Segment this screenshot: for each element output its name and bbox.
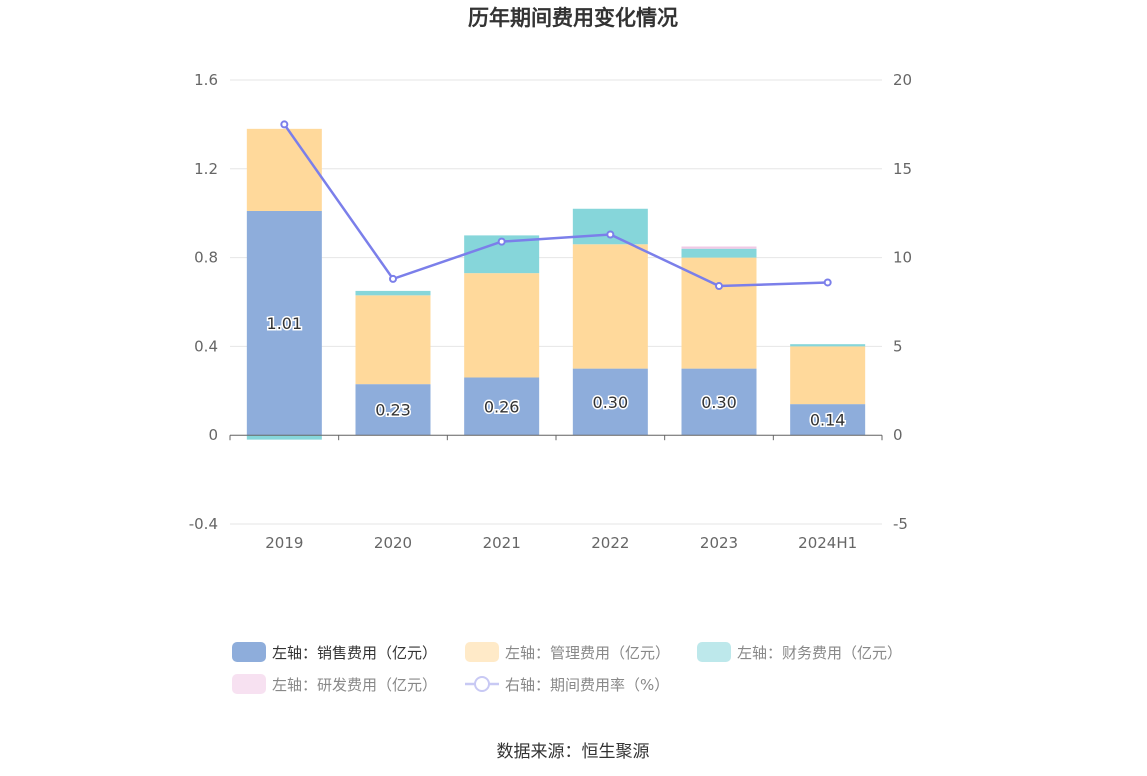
bar-segment (355, 295, 431, 385)
bar-segment (681, 368, 757, 436)
right-tick-label: 15 (893, 160, 912, 178)
bar-value-label: 0.30 (701, 393, 737, 412)
data-source: 数据来源：恒生聚源 (497, 742, 650, 762)
x-tick-label: 2021 (483, 534, 521, 552)
legend-label: 左轴：财务费用（亿元） (737, 644, 902, 662)
legend-label: 左轴：研发费用（亿元） (272, 676, 437, 694)
bar-segment (681, 257, 757, 369)
x-tick-label: 2024H1 (798, 534, 857, 552)
legend-swatch (232, 642, 266, 662)
bar-segment (355, 384, 431, 436)
right-tick-label: 20 (893, 71, 912, 89)
bar-segment (246, 128, 322, 211)
left-axis-ticks: 1.6 1.2 0.8 0.4 0 -0.4 (189, 71, 218, 533)
expense-rate-point (280, 120, 289, 129)
legend-label: 左轴：销售费用（亿元） (272, 644, 437, 662)
right-axis-ticks: 20 15 10 5 0 -5 (893, 71, 912, 533)
left-tick-label: -0.4 (189, 515, 218, 533)
bar-segment (790, 344, 866, 347)
x-axis: 2019 2020 2021 2022 2023 2024H1 (229, 434, 883, 552)
x-tick-label: 2019 (265, 534, 303, 552)
legend-swatch (232, 674, 266, 694)
bar-value-label: 0.30 (593, 393, 629, 412)
left-tick-label: 1.2 (194, 160, 218, 178)
legend-label: 左轴：管理费用（亿元） (505, 644, 670, 662)
right-tick-label: 5 (893, 337, 903, 355)
expense-rate-line (280, 120, 832, 291)
legend-item: 左轴：管理费用（亿元） (465, 642, 670, 662)
bar-segment (355, 290, 431, 296)
bar-segment (681, 248, 757, 258)
left-tick-label: 0 (208, 426, 218, 444)
legend-item: 左轴：财务费用（亿元） (697, 642, 902, 662)
right-tick-label: -5 (893, 515, 908, 533)
bar-segment (246, 435, 322, 440)
expense-rate-point (389, 274, 397, 283)
legend: 左轴：销售费用（亿元） 左轴：管理费用（亿元） 左轴：财务费用（亿元） 左轴：研发费用… (232, 642, 902, 694)
x-tick-label: 2022 (591, 534, 629, 552)
right-tick-label: 0 (893, 426, 903, 444)
bar-segment (464, 273, 540, 378)
left-tick-label: 0.8 (194, 249, 218, 267)
bar-series (246, 128, 866, 440)
bar-value-label: 1.01 (267, 314, 303, 333)
grid-lines (230, 79, 882, 525)
expense-rate-point (497, 237, 506, 246)
legend-item: 左轴：销售费用（亿元） (232, 642, 437, 662)
bar-value-label: 0.23 (375, 401, 411, 420)
expense-rate-point (606, 230, 615, 239)
right-tick-label: 10 (893, 249, 912, 267)
bar-labels: 1.01 0.23 0.26 0.30 0.30 0.14 (265, 313, 847, 432)
left-tick-label: 0.4 (194, 337, 218, 355)
legend-swatch (465, 642, 499, 662)
legend-item: 左轴：研发费用（亿元） (232, 674, 437, 694)
expense-rate-polyline (283, 123, 828, 288)
bar-segment (572, 208, 648, 245)
bar-segment (572, 244, 648, 369)
expense-rate-point (823, 278, 832, 287)
bar-segment (681, 246, 757, 249)
bar-segment (790, 404, 866, 436)
bar-segment (572, 368, 648, 436)
bar-segment (790, 346, 866, 405)
bar-value-label: 0.14 (810, 411, 846, 430)
bar-segment (246, 210, 322, 436)
bar-value-label: 0.26 (484, 397, 520, 416)
chart-title: 历年期间费用变化情况 (468, 6, 678, 30)
x-tick-label: 2023 (700, 534, 738, 552)
legend-item: 右轴：期间费用率（%） (465, 676, 669, 694)
legend-marker (474, 676, 490, 692)
x-tick-label: 2020 (374, 534, 412, 552)
bar-segment (464, 377, 540, 436)
left-tick-label: 1.6 (194, 71, 218, 89)
expense-rate-point (715, 282, 723, 291)
legend-swatch (697, 642, 731, 662)
legend-label: 右轴：期间费用率（%） (505, 676, 669, 694)
